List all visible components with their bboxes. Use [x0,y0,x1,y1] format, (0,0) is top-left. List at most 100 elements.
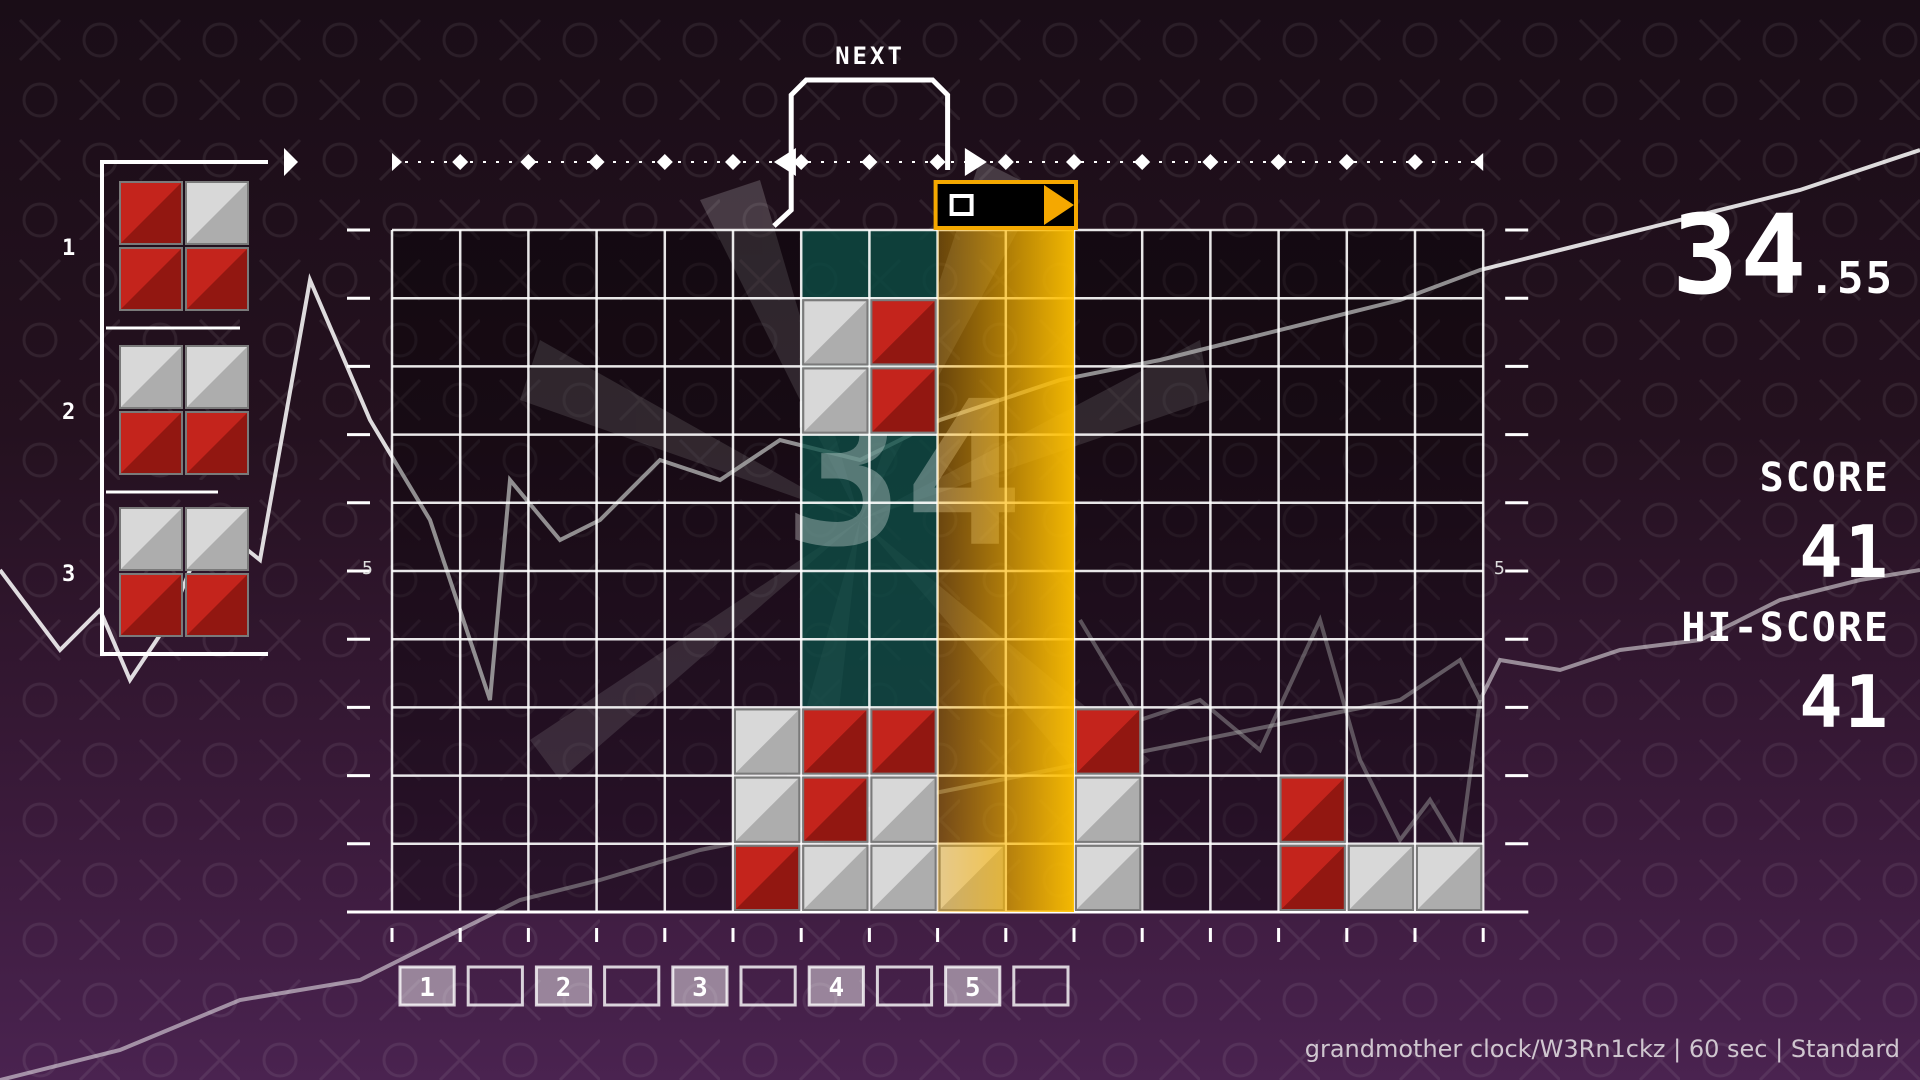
queue-block [185,247,249,311]
queue-frame [100,160,268,656]
block-edge [119,573,183,637]
block-shade [804,846,867,909]
block-shade [872,710,935,773]
board-block [1075,708,1142,775]
rail-diamond [793,154,810,170]
block-shade [872,846,935,909]
block-edge [1075,776,1142,843]
board-block [802,708,869,775]
beat-marker-box [534,965,593,1007]
queue-block [119,573,183,637]
block-edge [1075,708,1142,775]
hiscore-label: HI-SCORE [1681,605,1890,651]
beat-marker-box [739,965,797,1007]
next-bracket [772,77,951,228]
block-shade [187,509,247,569]
beat-marker-label: 2 [556,973,572,1003]
beat-marker-box [398,965,456,1007]
block-edge [870,844,937,911]
queue-block [119,345,183,409]
waveform-line-3 [1078,614,1482,856]
block-shade [736,846,799,909]
block-edge [185,411,249,475]
block-edge [119,507,183,571]
block-edge [802,299,869,366]
beat-marker-box [603,965,661,1007]
rail-diamond [1202,154,1219,170]
queue-block [185,411,249,475]
board-block [734,708,801,775]
block-shade [872,369,935,432]
block-edge [734,776,801,843]
timeline-arrow [1044,185,1074,225]
block-shade [736,778,799,841]
block-edge [1347,844,1415,911]
current-piece-block [802,367,869,434]
board-block [1279,776,1346,843]
block-edge [802,367,869,434]
board-block [734,776,801,843]
rail-diamond [725,154,741,170]
timer-display: 34.55 [1672,200,1894,334]
block-shade [187,347,247,407]
next-arrow-left [773,148,796,176]
block-edge [185,181,249,245]
block-edge [119,181,183,245]
queue-block [119,507,183,571]
timeline-counter-icon [949,194,974,216]
block-edge [870,367,937,434]
next-label: NEXT [835,42,905,70]
board-block [1416,844,1483,911]
block-shade [804,369,867,432]
queue-block [185,507,249,571]
hiscore-value: 41 [1799,660,1890,744]
block-shade [1281,778,1344,841]
block-edge [119,345,183,409]
queue-block [185,573,249,637]
beat-marker-box [807,965,865,1007]
block-shade [1077,710,1140,773]
beat-marker-box [1012,965,1070,1007]
block-edge [870,776,937,843]
beat-marker-label: 3 [692,973,708,1003]
song-info: grandmother clock/W3Rn1ckz | 60 sec | St… [1304,1035,1900,1063]
beat-marker-label: 5 [965,973,981,1003]
block-edge [1279,844,1346,911]
queue-block [119,411,183,475]
board-block [870,844,937,911]
current-piece-block [870,367,937,434]
block-edge [734,844,801,911]
rail-end-left [392,153,402,171]
next-arrow-right [964,148,987,176]
block-edge [119,247,183,311]
block-shade [187,249,247,309]
block-edge [1075,844,1142,911]
waveform-line-2 [0,568,1920,1080]
queue-arrow [284,148,298,176]
row-marker-right: 5 [1494,558,1505,579]
block-shade [872,301,935,364]
queue-block [185,345,249,409]
beat-marker-box [944,965,1002,1007]
rail-diamond [997,154,1014,170]
block-shade [804,301,867,364]
board-block [802,776,869,843]
beat-marker-label: 1 [419,973,435,1003]
board-block [870,776,937,843]
block-edge [734,708,801,775]
current-piece-block [802,299,869,366]
block-shade [736,710,799,773]
timeline-sweep [937,182,1074,912]
block-shade [1418,846,1481,909]
block-shade [187,413,247,473]
rail-end-right [1473,153,1484,171]
rail-diamond [452,154,469,170]
queue-block [185,181,249,245]
beat-marker-box [875,965,934,1007]
rail-diamond [1407,154,1423,170]
current-piece-block [870,299,937,366]
rail-diamond [929,154,946,170]
beat-marker-label: 4 [828,973,844,1003]
block-edge [802,844,869,911]
board-block [1279,844,1346,911]
